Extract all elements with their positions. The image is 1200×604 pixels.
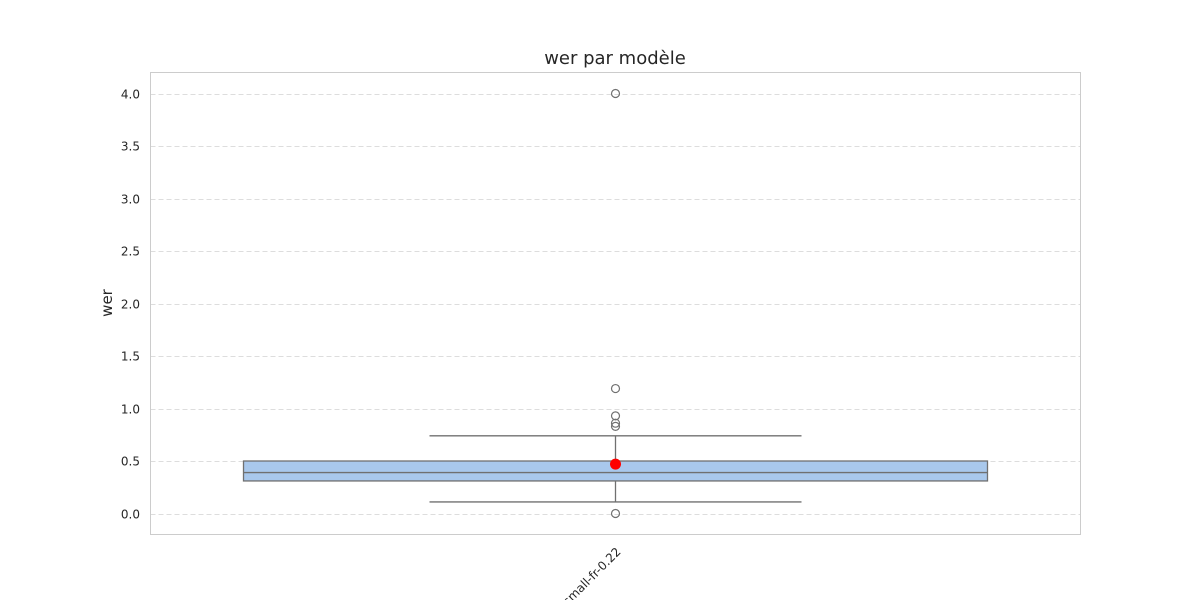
y-tick-label: 4.0: [121, 88, 140, 102]
plot-frame: [150, 72, 1081, 535]
mean-marker: [610, 458, 621, 470]
y-tick-label: 2.5: [121, 245, 140, 259]
y-axis-ticks: 0.0 0.5 1.0 1.5 2.0 2.5 3.0 3.5 4.0: [121, 88, 140, 522]
outlier-point: [610, 418, 621, 428]
outlier-point: [610, 383, 621, 394]
y-tick-label: 0.5: [121, 455, 140, 469]
y-tick-label: 3.0: [121, 193, 140, 207]
box-layer: [242, 88, 989, 519]
y-tick-label: 1.5: [121, 350, 140, 364]
outlier-point: [610, 508, 621, 519]
outlier-point: [610, 411, 621, 421]
y-tick-label: 0.0: [121, 508, 140, 522]
y-tick-label: 2.0: [121, 298, 140, 312]
x-tick-label: small-fr-0.22: [560, 545, 623, 600]
outlier-point: [610, 88, 621, 99]
y-tick-label: 3.5: [121, 140, 140, 154]
x-axis-ticks: small-fr-0.22: [560, 545, 623, 604]
chart-title: wer par modèle: [544, 48, 686, 69]
y-axis-label: wer: [98, 288, 116, 316]
y-tick-label: 1.0: [121, 403, 140, 417]
outlier-point: [610, 421, 621, 431]
